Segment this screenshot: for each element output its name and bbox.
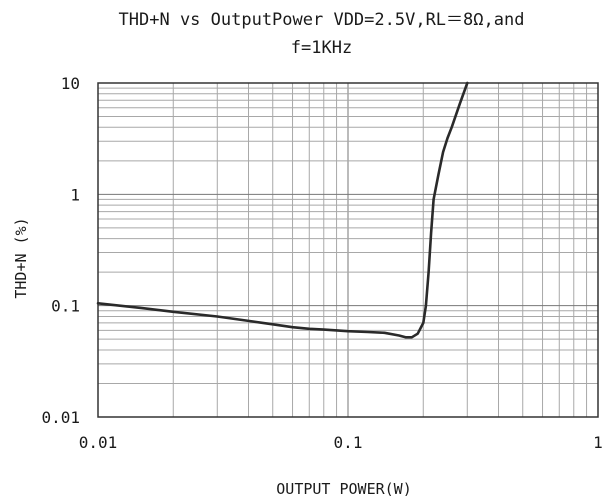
x-axis-label: OUTPUT POWER(W)	[276, 480, 411, 498]
chart-title: THD+N vs OutputPower VDD=2.5V,RL＝8Ω,and …	[118, 10, 525, 58]
thd-curve-line	[96, 81, 469, 339]
y-tick-label: 1	[70, 185, 80, 204]
x-tick-label: 0.01	[79, 433, 118, 452]
x-tick-label: 0.1	[334, 433, 363, 452]
y-tick-label: 10	[61, 74, 80, 93]
plot-frame	[97, 82, 599, 418]
y-tick-label: 0.1	[51, 297, 80, 316]
y-tick-label: 0.01	[41, 408, 80, 427]
x-tick-label: 1	[593, 433, 603, 452]
y-axis-label: THD+N (%)	[12, 217, 30, 298]
